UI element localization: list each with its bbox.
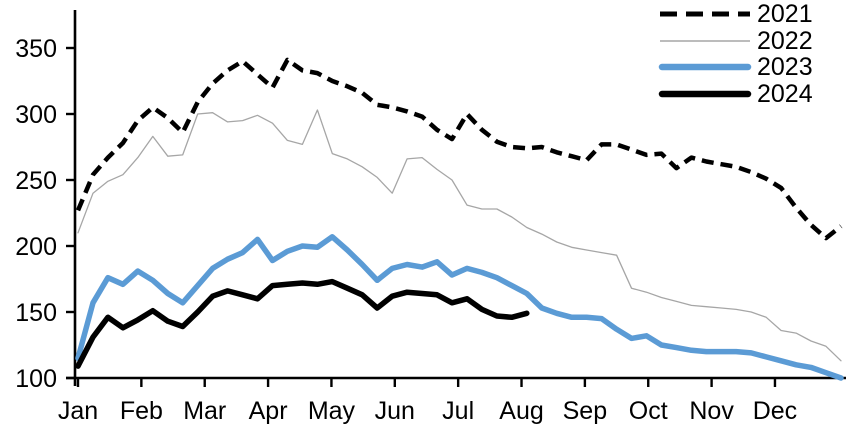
legend-line-sample-thin [660,40,750,42]
x-tick-label: Aug [499,397,543,425]
legend-line-sample-dashed [660,11,750,17]
x-tick-label: Mar [183,397,226,425]
x-tick-label: Jan [58,397,98,425]
legend-label: 2022 [757,26,813,55]
series-2024-line [75,278,530,369]
x-tick-label: May [308,397,356,425]
y-tick-label: 200 [15,233,57,261]
legend-line-sample-blue [658,64,752,71]
series-2022-line [77,109,842,362]
chart-legend: 2021 2022 2023 2024 [658,1,852,107]
legend-line-sample-black [658,90,752,98]
x-tick-label: Sep [563,397,607,425]
x-tick-label: Apr [249,397,288,425]
y-tick-label: 100 [15,365,57,393]
x-tick-label: Jul [442,397,474,425]
series-2023-line [75,234,844,381]
x-tick-label: Feb [120,397,163,425]
y-tick-label: 150 [15,299,57,327]
y-tick-label: 250 [15,167,57,195]
legend-item: 2021 [658,1,852,28]
legend-label: 2023 [757,53,813,82]
y-tick-label: 300 [15,101,57,129]
legend-label: 2021 [757,0,813,29]
x-tick-label: Nov [689,397,734,425]
legend-item: 2022 [658,28,852,55]
legend-item: 2023 [658,54,852,81]
x-tick-label: Oct [629,397,668,425]
x-tick-label: Dec [753,397,797,425]
y-tick-label: 350 [15,35,57,63]
legend-item: 2024 [658,81,852,108]
legend-label: 2024 [757,80,813,109]
x-tick-label: Jun [375,397,415,425]
series-2021-line [75,57,843,241]
